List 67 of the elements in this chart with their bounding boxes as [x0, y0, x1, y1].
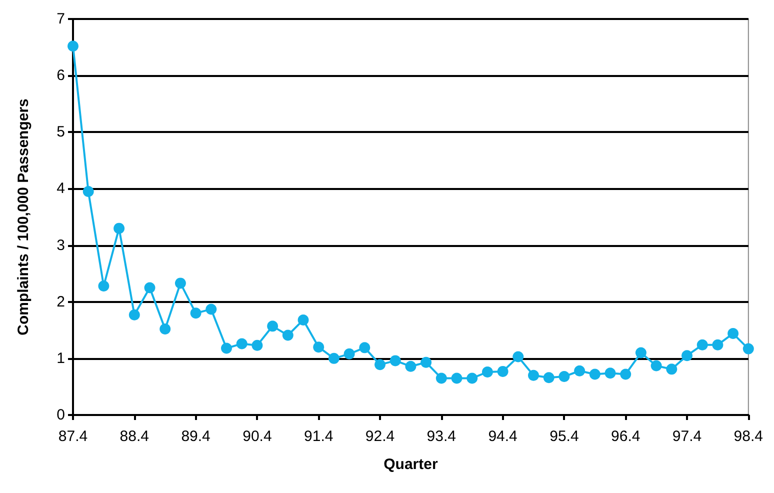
point — [742, 343, 754, 354]
y-tick-label: 3 — [56, 236, 65, 254]
y-tick-label: 6 — [56, 67, 65, 84]
point — [282, 330, 294, 341]
point — [252, 340, 263, 351]
point — [666, 364, 678, 375]
point — [451, 372, 462, 384]
point — [359, 342, 370, 354]
point — [190, 308, 202, 319]
point — [405, 360, 416, 372]
point — [68, 40, 78, 52]
point — [174, 278, 186, 289]
y-tick-label: 2 — [56, 293, 65, 310]
point — [682, 350, 693, 362]
x-tick-label: 90.4 — [242, 428, 272, 445]
x-tick-label: 92.4 — [365, 428, 395, 445]
point — [558, 371, 570, 382]
x-tick-label: 89.4 — [181, 428, 210, 445]
y-tick-label: 5 — [56, 124, 65, 141]
point — [604, 368, 616, 379]
point — [497, 366, 508, 377]
point — [482, 366, 493, 378]
y-tick-label: 4 — [56, 180, 65, 198]
point — [620, 368, 632, 380]
x-tick-label: 93.4 — [426, 428, 456, 445]
x-tick-label: 97.4 — [672, 428, 702, 445]
point — [160, 324, 171, 335]
point — [328, 352, 340, 364]
point — [528, 370, 539, 381]
point — [298, 314, 309, 326]
y-tick-label: 1 — [56, 350, 65, 367]
point — [635, 347, 646, 358]
point — [82, 186, 94, 198]
y-tick-label: 0 — [56, 406, 65, 424]
point — [712, 339, 724, 350]
point — [650, 360, 662, 372]
point — [466, 372, 478, 384]
x-tick-label: 95.4 — [550, 428, 579, 445]
y-axis-title: Complaints / 100,000 Passengers — [15, 98, 32, 336]
point — [374, 359, 386, 370]
point — [128, 309, 140, 320]
point — [728, 328, 739, 340]
point — [420, 356, 432, 368]
point — [543, 372, 554, 384]
point — [313, 342, 324, 353]
point — [696, 339, 708, 350]
y-tick-label: 7 — [56, 10, 65, 28]
point — [221, 342, 232, 354]
point — [436, 372, 447, 384]
point — [98, 280, 110, 292]
point — [267, 320, 278, 332]
point — [206, 304, 217, 315]
x-tick-label: 94.4 — [488, 428, 518, 445]
point — [574, 365, 586, 376]
point — [344, 348, 355, 360]
point — [236, 338, 248, 350]
x-tick-label: 87.4 — [58, 428, 88, 445]
point — [114, 222, 125, 234]
x-tick-label: 96.4 — [611, 428, 640, 445]
point — [589, 368, 600, 380]
x-tick-label: 88.4 — [120, 428, 149, 445]
x-tick-label: 91.4 — [304, 428, 334, 445]
x-axis-title: Quarter — [384, 456, 438, 473]
point — [144, 282, 156, 294]
point — [512, 351, 524, 362]
x-tick-label: 98.4 — [734, 428, 764, 445]
point — [390, 355, 401, 366]
